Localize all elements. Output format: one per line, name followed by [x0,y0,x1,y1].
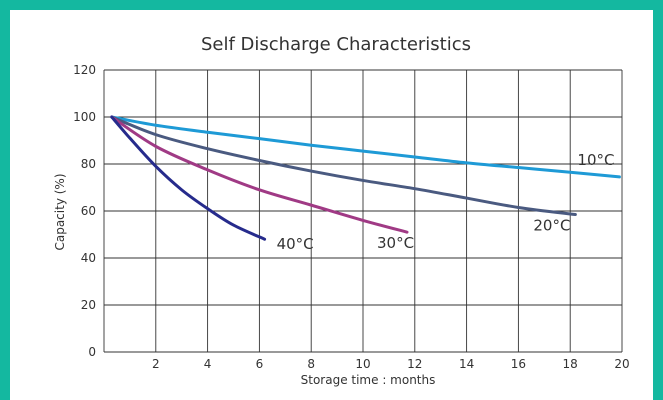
x-tick-label: 10 [355,357,370,371]
y-axis-ticks: 0 20 40 60 80 100 120 [73,63,96,359]
y-tick-label: 60 [81,204,96,218]
x-axis-ticks: 2 4 6 8 10 12 14 16 18 20 [152,357,630,371]
series-label: 30°C [377,234,414,252]
series-label: 40°C [277,235,314,253]
x-tick-label: 16 [511,357,526,371]
x-tick-label: 8 [307,357,315,371]
y-tick-label: 100 [73,110,96,124]
y-axis-label: Capacity (%) [53,173,67,250]
y-tick-label: 20 [81,298,96,312]
y-tick-label: 80 [81,157,96,171]
x-tick-label: 2 [152,357,160,371]
y-tick-label: 0 [88,345,96,359]
series-line [110,115,267,241]
x-tick-label: 18 [563,357,578,371]
series-labels: 10°C 20°C 30°C 40°C [277,151,615,253]
series-line [110,115,577,217]
y-tick-label: 40 [81,251,96,265]
x-tick-label: 20 [614,357,629,371]
x-tick-label: 14 [459,357,474,371]
chart-title: Self Discharge Characteristics [201,34,471,55]
y-tick-label: 120 [73,63,96,77]
x-tick-label: 6 [256,357,264,371]
x-tick-label: 4 [204,357,212,371]
x-tick-label: 12 [407,357,422,371]
series-lines [110,115,621,241]
grid [103,69,623,353]
series-line [110,115,409,234]
series-label: 10°C [577,151,614,169]
series-label: 20°C [533,217,570,235]
series-line [110,115,621,179]
x-axis-label: Storage time : months [301,373,436,387]
